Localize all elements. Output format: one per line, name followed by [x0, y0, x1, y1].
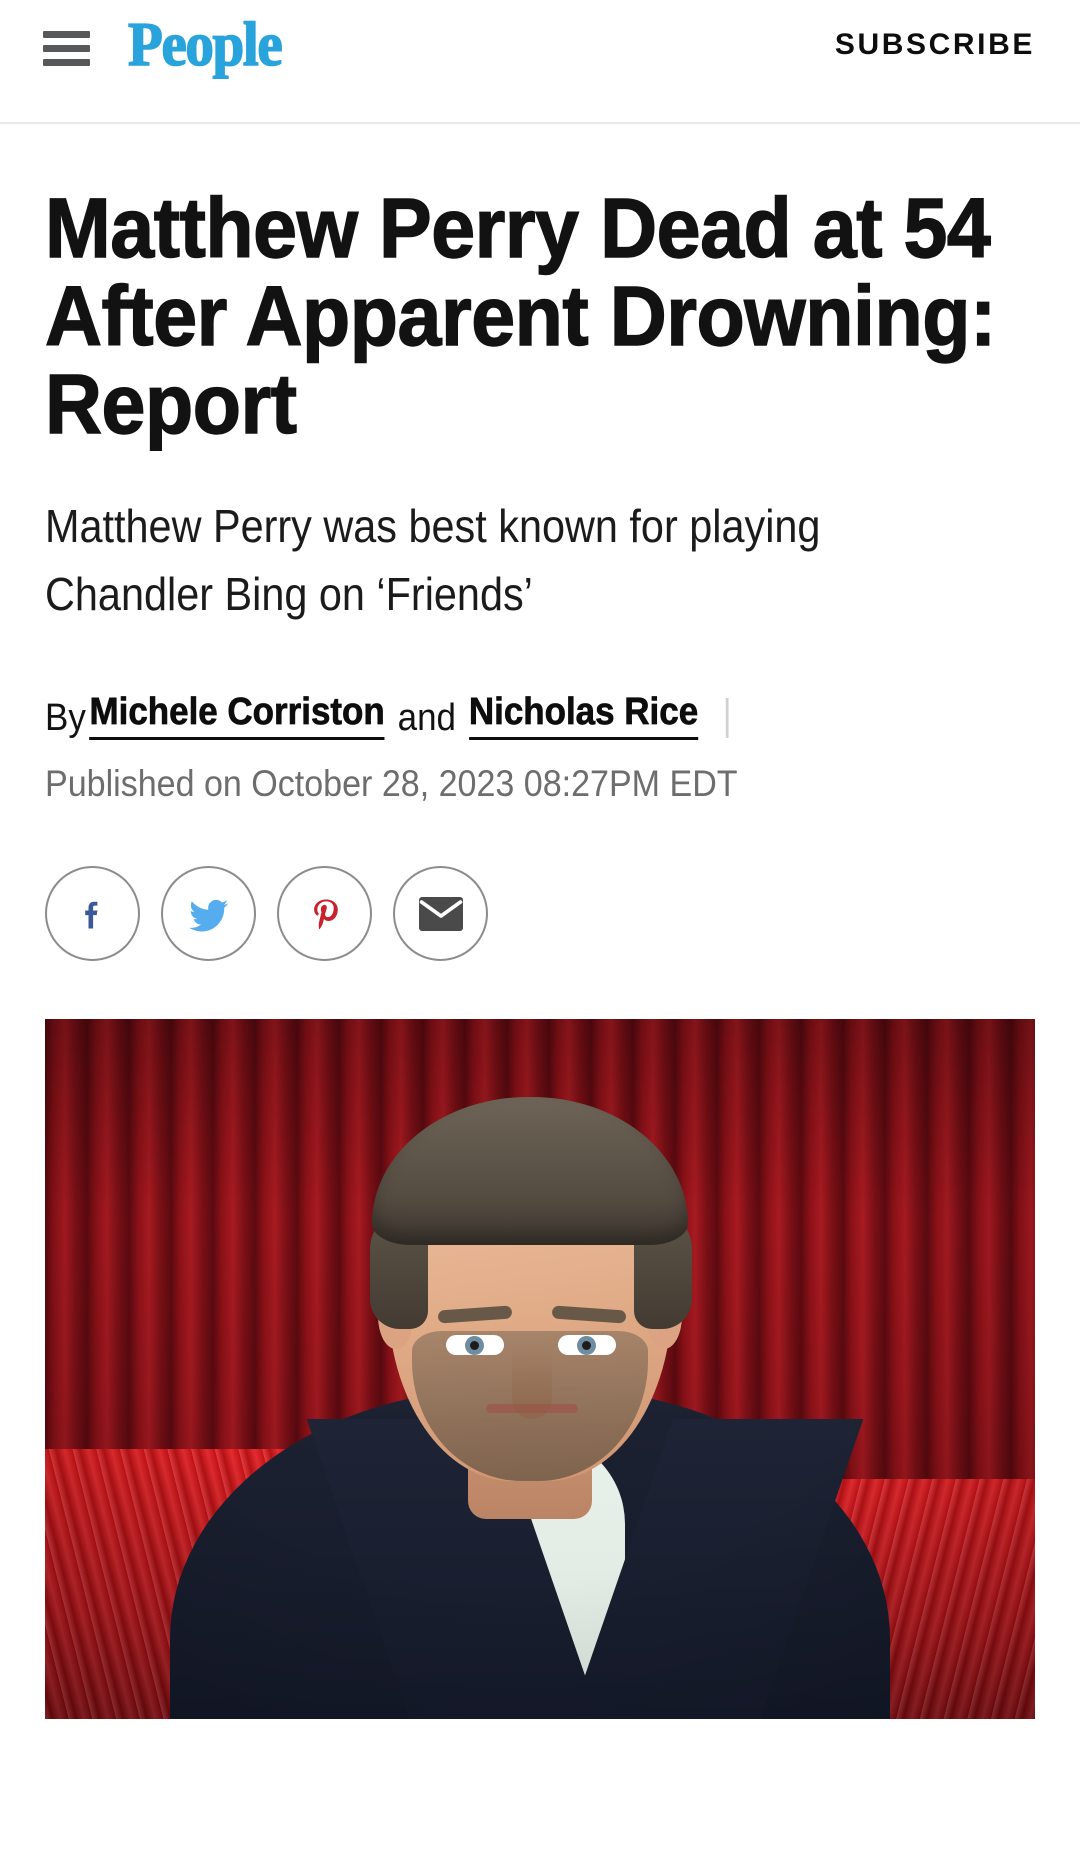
hero-image: [45, 1019, 1035, 1719]
byline-author-2[interactable]: Nicholas Rice: [469, 690, 698, 740]
facebook-icon: [84, 901, 97, 928]
hero-photo: [45, 1019, 1035, 1719]
nose: [512, 1347, 552, 1419]
byline-by-word: By: [45, 697, 86, 739]
article-headline: Matthew Perry Dead at 54 After Apparent …: [44, 181, 997, 451]
hamburger-bar-3: [43, 59, 90, 66]
share-email-button[interactable]: [393, 866, 488, 961]
mouth: [486, 1404, 578, 1413]
article-dek: Matthew Perry was best known for playing…: [45, 500, 821, 620]
share-pinterest-button[interactable]: [277, 866, 372, 961]
article-body: Matthew Perry Dead at 54 After Apparent …: [0, 181, 1080, 1719]
byline-author-1[interactable]: Michele Corriston: [89, 690, 385, 740]
eye-right: [558, 1335, 616, 1355]
hero-vignette: [45, 1019, 1035, 1719]
subscribe-button[interactable]: SUBSCRIBE: [834, 28, 1035, 61]
people-logo[interactable]: People: [127, 11, 283, 79]
byline-divider: [725, 698, 729, 738]
email-icon: [418, 896, 463, 931]
site-header: People SUBSCRIBE: [0, 0, 1080, 124]
pinterest-icon: [313, 899, 338, 929]
share-facebook-button[interactable]: [45, 866, 140, 961]
twitter-icon: [188, 899, 228, 931]
byline: By Michele Corriston and Nicholas Rice: [45, 690, 956, 740]
byline-conjunction: and: [397, 697, 456, 739]
social-share-row: [45, 866, 1035, 961]
hamburger-bar-2: [43, 45, 90, 52]
eye-left: [446, 1335, 504, 1355]
hamburger-bar-1: [43, 31, 90, 38]
published-date: Published on October 28, 2023 08:27PM ED…: [45, 763, 738, 804]
hamburger-menu-icon[interactable]: [43, 31, 90, 66]
byline-block: By Michele Corriston and Nicholas Rice P…: [45, 690, 1035, 806]
share-twitter-button[interactable]: [161, 866, 256, 961]
